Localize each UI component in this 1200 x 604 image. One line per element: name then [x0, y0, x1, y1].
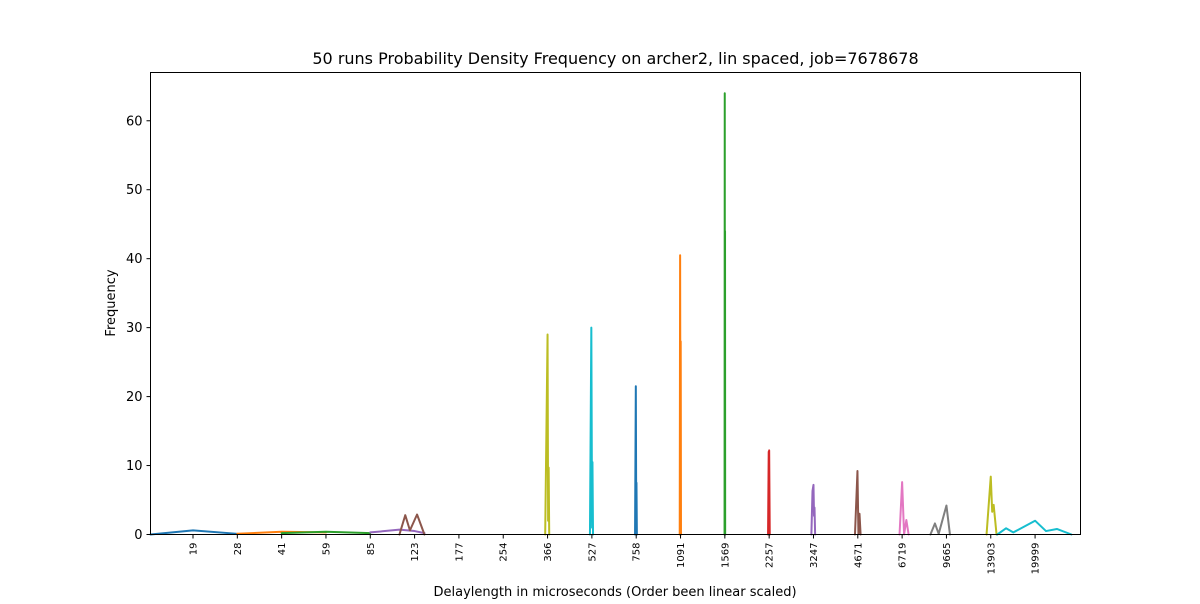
series-line [985, 475, 998, 536]
x-tick-label: 254 [499, 543, 510, 562]
x-tick-label: 123 [410, 543, 421, 562]
y-tick-label: 40 [126, 252, 143, 267]
x-tick-label: 6719 [898, 543, 909, 568]
x-tick-label: 85 [366, 543, 377, 556]
x-tick-label: 758 [632, 543, 643, 562]
series-line [898, 481, 910, 536]
series-line [369, 528, 426, 535]
y-axis-label: Frequency [104, 269, 119, 336]
series-line [634, 385, 638, 536]
x-tick-label: 13903 [986, 543, 997, 575]
y-tick-label: 60 [126, 114, 143, 129]
chart-title: 50 runs Probability Density Frequency on… [312, 49, 918, 68]
plot-frame [150, 72, 1081, 535]
x-tick-label: 59 [321, 543, 332, 556]
y-tick-label: 50 [126, 183, 143, 198]
x-tick-label: 366 [543, 543, 554, 562]
series-line [767, 449, 771, 536]
y-tick-label: 20 [126, 390, 143, 405]
x-tick-label: 9665 [942, 543, 953, 568]
series-line [149, 529, 239, 536]
series-line [853, 470, 862, 536]
series-line [280, 530, 372, 535]
series-line [929, 504, 951, 536]
y-tick-label: 10 [126, 459, 143, 474]
series-line [678, 254, 682, 536]
x-tick-label: 1091 [676, 543, 687, 568]
plot-lines [149, 92, 1073, 536]
series-line [810, 483, 817, 536]
x-tick-label: 3247 [809, 543, 820, 568]
series-line [544, 333, 551, 536]
series-line [996, 519, 1073, 536]
series-line [588, 326, 595, 536]
series-line [723, 92, 727, 536]
y-tick-label: 0 [134, 528, 142, 543]
x-tick-label: 19999 [1031, 543, 1042, 575]
x-tick-label: 4671 [853, 543, 864, 568]
y-axis: 0 10 20 30 40 50 60 [126, 114, 151, 543]
x-tick-label: 177 [454, 543, 465, 562]
x-tick-label: 527 [587, 543, 598, 562]
x-axis: 19 28 41 59 85 123 177 254 366 527 758 1091 1569 2257… [189, 534, 1042, 575]
x-tick-label: 19 [189, 543, 200, 556]
series-line [398, 513, 426, 536]
x-tick-label: 28 [233, 543, 244, 556]
x-tick-label: 41 [277, 543, 288, 556]
y-tick-label: 30 [126, 321, 143, 336]
x-tick-label: 1569 [720, 543, 731, 568]
x-axis-label: Delaylength in microseconds (Order been … [433, 585, 796, 600]
x-tick-label: 2257 [765, 543, 776, 568]
